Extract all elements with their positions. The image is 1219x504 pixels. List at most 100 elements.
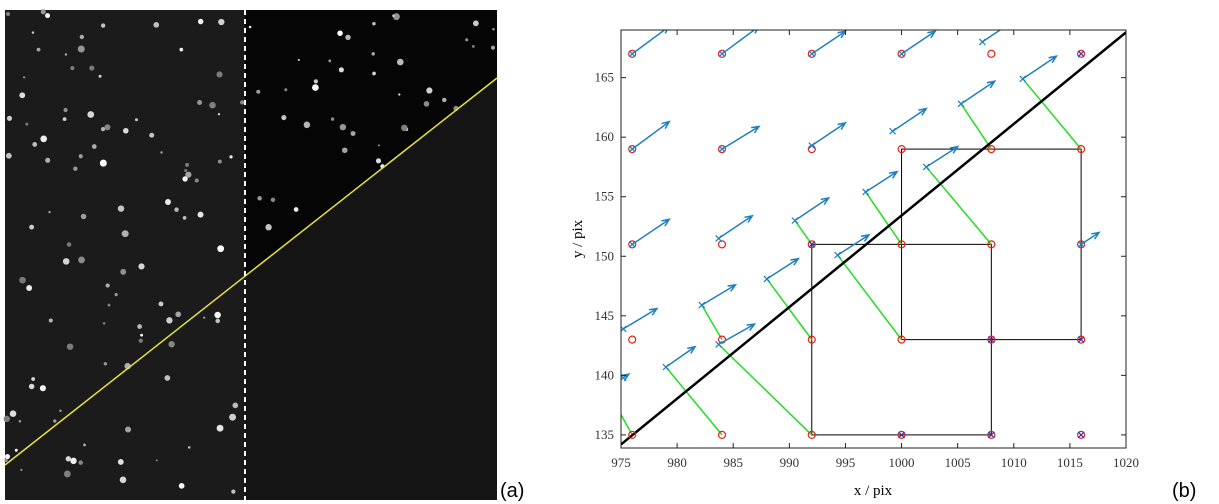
vector-arrow [766,257,800,280]
particle [4,458,8,463]
particle [426,87,433,94]
particle [117,459,124,465]
particle [392,14,395,17]
particle [66,343,74,350]
particle [284,88,288,92]
particle [372,71,376,76]
particle [63,107,68,113]
particle [372,21,376,26]
vector-arrow [718,214,754,240]
particle [98,74,102,78]
particle [197,100,203,105]
particle [293,207,299,212]
particle [120,268,127,275]
particle [6,11,11,17]
particle [217,159,222,164]
particle [53,419,57,423]
particle [77,45,85,53]
particle [48,210,51,214]
grid-point [1077,144,1086,154]
grid-point [807,335,816,344]
grid-point [987,240,996,249]
cross [1077,336,1085,344]
particle [350,131,356,137]
wall-line [4,77,498,466]
particle [104,124,111,131]
particle [465,38,469,42]
grid-point [1077,430,1086,440]
particle [490,45,496,50]
cross [1077,431,1085,439]
x-tick-label: 985 [723,455,743,470]
particle [99,159,107,167]
link [701,304,723,341]
particle [70,66,75,71]
particle [214,311,221,319]
vector-arrow [631,218,671,245]
axes: 975 980 985 990 995 1000 1005 1010 1015 1020 135 14… [595,30,1139,470]
particle [168,341,175,348]
particle [89,65,95,71]
particle [70,457,77,465]
link [836,254,903,341]
vector-arrow [1080,231,1101,245]
particle [158,301,164,307]
x-tick-label: 995 [836,455,856,470]
particle [138,263,145,270]
particle-image [3,9,498,500]
panel-label: (a) [500,480,524,502]
particle [31,31,35,34]
particle [100,126,106,132]
particle [229,413,237,421]
particle [197,18,204,25]
particle [45,157,51,163]
particle [187,446,191,449]
grid-point [717,144,727,154]
grid-point [807,144,816,154]
particle [119,476,127,484]
particle [164,375,171,381]
particle [114,292,118,297]
particle [66,242,72,247]
particle [175,311,182,318]
particle [19,92,26,99]
particle [265,224,272,231]
particle [121,230,129,238]
particle [184,168,188,173]
particle [218,18,225,26]
vector-arrow [811,121,848,147]
particle [125,426,132,433]
link [865,191,903,245]
vector-arrow [1022,55,1059,80]
particle [83,443,86,447]
vector-arrow [981,30,1002,43]
x-tick-label: 975 [611,455,631,470]
particle [22,76,26,79]
x-tick-label: 1010 [1001,455,1027,470]
y-tick-label: 140 [595,367,615,382]
particle [160,151,163,154]
grid-point [987,49,996,58]
vector-arrow [901,30,937,55]
particle [65,456,72,462]
link [1022,78,1082,150]
grid-point [628,240,637,249]
grid-point [1077,240,1086,249]
vector-arrow [794,196,831,222]
particle [312,84,319,91]
particle [153,22,160,28]
vector-arrow [631,120,671,150]
y-tick-label: 160 [595,129,615,144]
particle [392,13,400,21]
x-tick-label: 1005 [945,455,971,470]
particle [123,127,129,134]
particle [179,47,184,52]
vector-arrow [960,80,997,105]
vector-arrow [631,30,669,55]
vector-arrow [701,283,738,306]
grid-point [807,49,816,58]
grid-point [717,430,727,440]
particle [270,197,276,203]
grid-point [987,335,996,344]
grid-point [897,430,906,440]
